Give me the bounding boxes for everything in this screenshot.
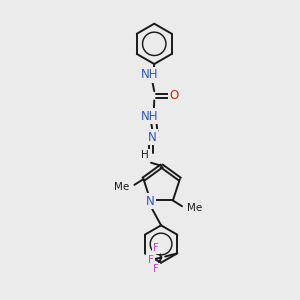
Text: Me: Me bbox=[115, 182, 130, 192]
Text: O: O bbox=[169, 89, 178, 102]
Text: F: F bbox=[148, 255, 154, 265]
Text: NH: NH bbox=[141, 68, 159, 81]
Text: NH: NH bbox=[141, 110, 159, 122]
Text: F: F bbox=[153, 264, 159, 274]
Text: H: H bbox=[141, 150, 148, 160]
Text: F: F bbox=[153, 243, 159, 253]
Text: Me: Me bbox=[187, 203, 202, 213]
Text: N: N bbox=[148, 131, 157, 144]
Text: N: N bbox=[146, 195, 155, 208]
